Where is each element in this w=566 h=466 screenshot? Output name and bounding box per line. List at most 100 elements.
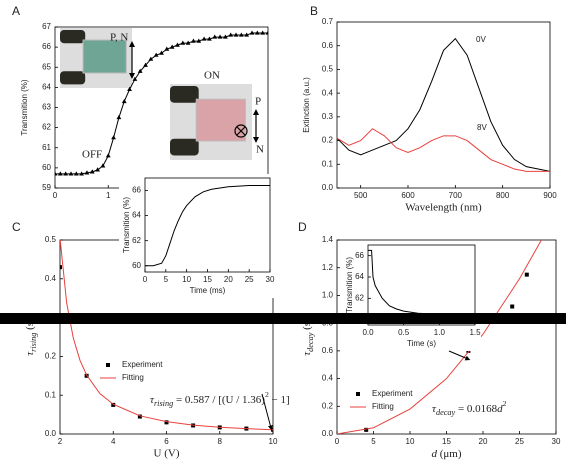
x-axis-label: Time (s) (407, 339, 436, 348)
y-tick-label: 0.2 (322, 401, 334, 410)
panel-label: D (298, 220, 307, 234)
text-part: τ (432, 403, 437, 415)
series-line (337, 240, 542, 434)
series-line (337, 128, 550, 172)
legend-label: Experiment (122, 360, 163, 369)
annotation: 8V (477, 123, 487, 132)
y-axis-label: Transmition (%) (122, 197, 131, 253)
point (254, 30, 260, 35)
point (159, 50, 164, 55)
y-tick-label: 0.0 (45, 429, 57, 438)
y-tick-label: 0.1 (45, 390, 57, 399)
x-axis-label: U (V) (154, 448, 180, 460)
x-tick-label: 4 (111, 437, 116, 446)
x-tick-label: 2 (58, 437, 63, 446)
y-tick-label: 0.3 (322, 112, 334, 121)
text-part: d (431, 448, 437, 460)
point (137, 68, 143, 73)
text-part: decay (306, 332, 315, 352)
x-tick-label: 800 (496, 191, 510, 200)
point (223, 34, 228, 39)
point (57, 171, 63, 176)
panel-label: C (12, 220, 21, 234)
y-tick-label: 1.4 (322, 235, 334, 244)
y-tick-label: 1.2 (322, 263, 334, 272)
y-tick-label: 60 (132, 261, 141, 270)
point (244, 32, 250, 37)
annotation: P, N (110, 32, 128, 44)
x-tick-label: 700 (449, 191, 463, 200)
text-part: τ (24, 351, 36, 356)
annotation: 0V (476, 35, 486, 44)
x-tick-label: 1.0 (434, 328, 446, 337)
y-axis-label: Transmition (%) (20, 79, 29, 135)
series-line (145, 185, 270, 267)
y-tick-label: 0.6 (322, 346, 334, 355)
annotation: OFF (82, 149, 102, 161)
x-tick-label: 10 (182, 275, 191, 284)
y-axis-label: Extinction (a.u.) (302, 77, 311, 133)
x-axis-label: d (μm) (431, 448, 461, 460)
point (510, 304, 515, 309)
legend-marker (106, 363, 110, 367)
point (153, 52, 159, 57)
text-part: decay (436, 408, 456, 417)
point (143, 62, 148, 67)
x-tick-label: 5 (371, 437, 376, 446)
point (100, 163, 106, 168)
occluding-bar (0, 313, 566, 324)
point (233, 32, 239, 37)
x-tick-label: 5 (164, 275, 169, 284)
x-tick-label: 0 (335, 437, 340, 446)
plot-frame (336, 21, 551, 189)
x-tick-label: 0 (143, 275, 148, 284)
y-tick-label: 0.2 (45, 352, 57, 361)
point (265, 30, 268, 35)
legend-marker (356, 392, 360, 396)
y-tick-label: 66 (132, 186, 141, 195)
x-tick-label: 1.5 (469, 328, 481, 337)
y-tick-label: 66 (42, 42, 51, 51)
plot-frame (367, 244, 476, 326)
x-tick-label: 20 (479, 437, 488, 446)
y-tick-label: 62 (42, 123, 51, 132)
y-tick-label: 0.4 (322, 88, 334, 97)
plot-area (337, 37, 550, 172)
x-tick-label: 500 (354, 191, 368, 200)
annotation: N (256, 144, 264, 156)
point (180, 40, 186, 45)
photo-holder (60, 30, 86, 44)
text-part: (μm) (437, 448, 462, 460)
x-axis-label: Time (ms) (190, 286, 226, 295)
text-part: rising (154, 399, 173, 408)
point (191, 38, 196, 43)
y-tick-label: 0.2 (322, 136, 334, 145)
point (228, 32, 234, 37)
point (132, 76, 138, 81)
y-tick-label: 64 (132, 211, 141, 220)
photo-holder (170, 86, 199, 103)
panel-label: B (310, 4, 318, 18)
point (164, 420, 169, 425)
point (63, 171, 69, 176)
x-tick-label: 8 (218, 437, 223, 446)
text-part: τ (301, 351, 313, 356)
y-tick-label: 65 (42, 62, 51, 71)
x-tick-label: 30 (552, 437, 561, 446)
y-tick-label: 62 (132, 236, 141, 245)
point (207, 36, 212, 41)
legend-label: Fitting (372, 402, 394, 411)
inset-background (342, 241, 481, 351)
x-tick-label: 15 (442, 437, 451, 446)
point (148, 56, 154, 61)
point (111, 402, 116, 407)
y-tick-label: 0.5 (45, 235, 57, 244)
y-tick-label: 64 (355, 272, 364, 281)
y-tick-label: 62 (355, 293, 364, 302)
into-page-symbol (234, 124, 248, 138)
point (260, 30, 266, 35)
plot-area (55, 30, 268, 176)
x-tick-label: 25 (245, 275, 254, 284)
point (169, 44, 175, 49)
x-tick-label: 25 (515, 437, 524, 446)
